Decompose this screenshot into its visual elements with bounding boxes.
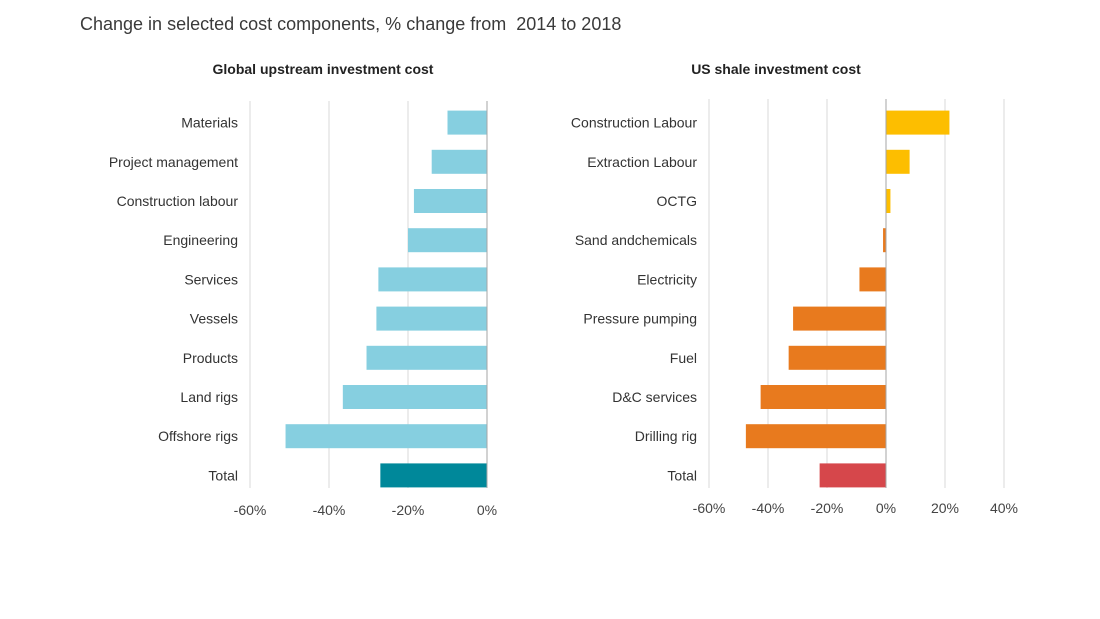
x-tick-label: -20% (392, 502, 425, 518)
bar (447, 110, 487, 135)
bar (380, 463, 487, 488)
bar (859, 267, 886, 292)
category-label: Construction labour (117, 193, 239, 209)
category-label: Vessels (190, 311, 238, 327)
category-label: Fuel (670, 350, 697, 366)
category-label: Extraction Labour (587, 154, 697, 170)
x-tick-label: -60% (693, 500, 726, 516)
category-label: Total (667, 467, 697, 483)
category-label: Drilling rig (635, 428, 697, 444)
bar (793, 306, 886, 331)
x-tick-label: 20% (931, 500, 959, 516)
x-tick-label: 0% (477, 502, 497, 518)
category-label: D&C services (612, 389, 697, 405)
bar (378, 267, 487, 292)
bar (413, 189, 487, 213)
category-label: Products (183, 350, 238, 366)
category-label: Sand andchemicals (575, 232, 697, 248)
bar (819, 463, 886, 488)
category-label: Offshore rigs (158, 428, 238, 444)
bar (788, 345, 886, 370)
bar (760, 385, 886, 409)
bar (883, 228, 886, 253)
x-tick-label: -60% (234, 502, 267, 518)
x-tick-label: -40% (752, 500, 785, 516)
category-label: Services (184, 271, 238, 287)
bar (408, 228, 487, 253)
category-label: Engineering (163, 232, 238, 248)
category-label: Total (208, 467, 238, 483)
x-tick-label: 0% (876, 500, 896, 516)
bar (342, 385, 487, 409)
bar (376, 306, 487, 331)
bar (886, 110, 950, 135)
bar (886, 189, 891, 213)
x-tick-label: -40% (313, 502, 346, 518)
bar (366, 345, 487, 370)
category-label: Pressure pumping (583, 311, 697, 327)
x-tick-label: 40% (990, 500, 1018, 516)
category-label: OCTG (657, 193, 697, 209)
chart-title: Change in selected cost components, % ch… (80, 14, 622, 34)
category-label: Materials (181, 115, 238, 131)
bar (886, 149, 910, 174)
category-label: Land rigs (180, 389, 238, 405)
bar (285, 424, 487, 449)
category-label: Construction Labour (571, 115, 697, 131)
panel-title: US shale investment cost (691, 61, 861, 77)
x-tick-label: -20% (811, 500, 844, 516)
bar (745, 424, 886, 449)
category-label: Electricity (637, 271, 697, 287)
bar (431, 149, 487, 174)
category-label: Project management (109, 154, 238, 170)
panel-title: Global upstream investment cost (213, 61, 434, 77)
